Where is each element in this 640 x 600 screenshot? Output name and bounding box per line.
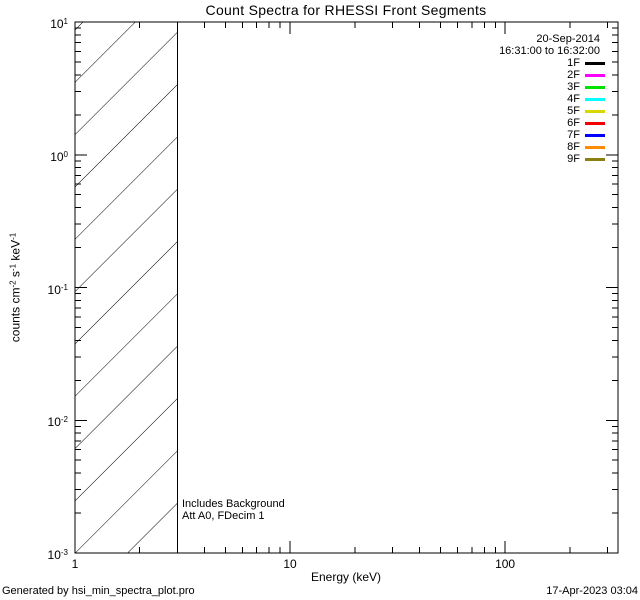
legend-item: 7F: [499, 129, 605, 141]
annotation-background: Includes Background: [182, 498, 285, 510]
legend-label: 3F: [567, 81, 580, 93]
legend-label: 2F: [567, 69, 580, 81]
legend-label: 1F: [567, 57, 580, 69]
legend-time-interval: 16:31:00 to 16:32:00: [499, 45, 600, 57]
legend-item: 1F: [499, 57, 605, 69]
legend-label: 7F: [567, 129, 580, 141]
legend-date: 20-Sep-2014: [536, 33, 600, 45]
legend-swatch: [585, 121, 605, 125]
y-axis-tick-label: 10-2: [47, 415, 68, 430]
legend-item: 3F: [499, 81, 605, 93]
legend-swatch: [585, 97, 605, 101]
no-data-hatch-region: [75, 22, 179, 553]
legend-swatch: [585, 85, 605, 89]
legend-item: 6F: [499, 117, 605, 129]
y-axis-label: counts cm-2 s-1 keV-1: [8, 232, 23, 343]
annotation-attenuator: Att A0, FDecim 1: [182, 509, 265, 522]
legend-item: 4F: [499, 93, 605, 105]
legend-label: 6F: [567, 117, 580, 129]
legend-label: 4F: [567, 93, 580, 105]
legend-item: 5F: [499, 105, 605, 117]
legend-label: 8F: [567, 141, 580, 153]
plot-annotation: Includes Background Att A0, FDecim 1: [182, 498, 285, 522]
legend: 20-Sep-2014 16:31:00 to 16:32:00 1F 2F 3…: [499, 33, 605, 165]
x-axis-tick-label: 1: [71, 557, 79, 571]
x-axis-label: Energy (keV): [310, 570, 382, 584]
legend-swatch: [585, 145, 605, 149]
legend-label: 9F: [567, 153, 580, 165]
legend-label: 5F: [567, 105, 580, 117]
y-axis-tick-label: 10-1: [47, 282, 68, 297]
legend-swatch: [585, 157, 605, 161]
legend-swatch: [585, 61, 605, 65]
legend-swatch: [585, 73, 605, 77]
chart-title: Count Spectra for RHESSI Front Segments: [205, 2, 487, 18]
y-axis-tick-label: 100: [50, 149, 68, 164]
legend-item: 9F: [499, 153, 605, 165]
y-axis-tick-label: 101: [50, 17, 68, 31]
legend-item: 2F: [499, 69, 605, 81]
legend-swatch: [585, 133, 605, 137]
generated-by-text: Generated by hsi_min_spectra_plot.pro: [2, 585, 195, 597]
generation-timestamp: 17-Apr-2023 03:04: [546, 585, 638, 597]
y-axis-tick-label: 10-3: [47, 548, 68, 562]
legend-item: 8F: [499, 141, 605, 153]
x-axis-tick-label: 100: [495, 557, 516, 571]
x-axis-tick-label: 10: [283, 557, 297, 571]
legend-swatch: [585, 109, 605, 113]
